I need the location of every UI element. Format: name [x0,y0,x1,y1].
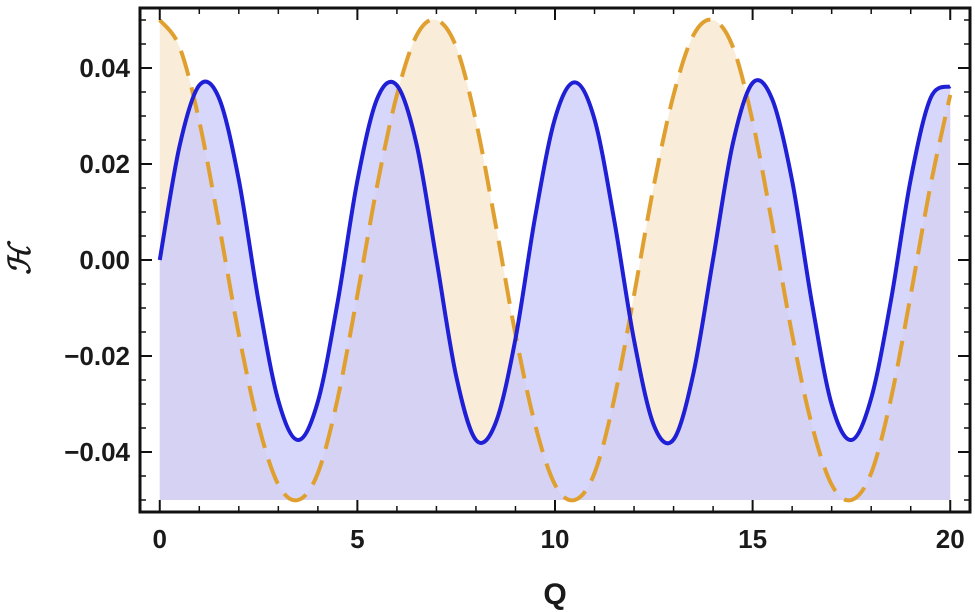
x-tick-label: 15 [738,524,767,554]
y-tick-label: −0.02 [64,341,130,371]
series-lines [157,17,953,503]
y-tick-label: 0.02 [79,149,130,179]
x-tick-label: 10 [541,524,570,554]
y-axis-ticks: −0.04 −0.02 0.00 0.02 0.04 [64,19,970,501]
y-tick-label: 0.04 [79,53,130,83]
x-tick-label: 20 [936,524,965,554]
x-axis-ticks: 0 5 10 15 20 [153,8,965,554]
area-fill-1 [159,80,951,501]
series-line-2 [158,17,953,503]
area-fills [159,19,951,501]
x-tick-label: 0 [153,524,167,554]
y-axis-title: ℋ [4,240,37,275]
y-tick-label: 0.00 [79,245,130,275]
x-tick-label: 5 [350,524,364,554]
y-tick-label: −0.04 [64,437,130,467]
x-axis-title: Q [543,578,566,611]
series-line-1 [157,78,952,446]
